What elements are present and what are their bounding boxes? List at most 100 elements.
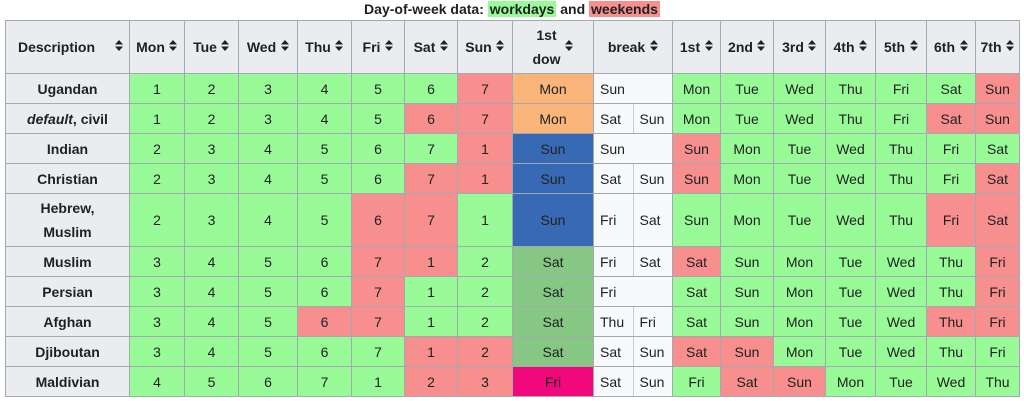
ordinal-day-cell: Wed bbox=[825, 193, 876, 247]
day-number-cell: 2 bbox=[404, 366, 458, 397]
column-header-label: Description bbox=[18, 39, 96, 55]
column-header-1[interactable]: Mon bbox=[129, 20, 185, 74]
sort-icon[interactable] bbox=[439, 40, 448, 54]
day-number-cell: 6 bbox=[351, 133, 405, 164]
first-dow-cell: Mon bbox=[512, 103, 594, 134]
column-header-0[interactable]: Description bbox=[5, 20, 130, 74]
column-header-15[interactable]: 6th bbox=[926, 20, 976, 74]
break-day: Sun bbox=[639, 343, 665, 360]
day-number-cell: 3 bbox=[238, 73, 298, 104]
sort-icon[interactable] bbox=[384, 40, 393, 54]
column-header-9[interactable]: break bbox=[593, 20, 673, 74]
sort-icon[interactable] bbox=[114, 40, 123, 54]
column-header-2[interactable]: Tue bbox=[184, 20, 239, 74]
sort-icon[interactable] bbox=[1006, 40, 1015, 54]
description-italic: default bbox=[27, 110, 73, 127]
ordinal-day-cell: Mon bbox=[773, 336, 826, 367]
table-row: Christian 2 3 4 5 6 7 1 Sun Sat Sun Sun Mon Tue Wed Thu… bbox=[5, 163, 1020, 194]
sort-icon[interactable] bbox=[859, 40, 868, 54]
ordinal-day-cell: Mon bbox=[720, 163, 774, 194]
ordinal-day-cell: Sun bbox=[773, 366, 826, 397]
row-description: Maldivian bbox=[5, 366, 130, 397]
ordinal-day-cell: Fri bbox=[875, 103, 927, 134]
sort-icon[interactable] bbox=[221, 40, 230, 54]
ordinal-day-cell: Tue bbox=[720, 103, 774, 134]
day-number-cell: 1 bbox=[457, 133, 513, 164]
day-number-cell: 4 bbox=[297, 73, 352, 104]
column-header-3[interactable]: Wed bbox=[238, 20, 298, 74]
column-header-12[interactable]: 3rd bbox=[773, 20, 826, 74]
column-header-5[interactable]: Fri bbox=[351, 20, 405, 74]
day-number-cell: 7 bbox=[351, 246, 405, 277]
sort-icon[interactable] bbox=[496, 40, 505, 54]
ordinal-day-cell: Sat bbox=[926, 73, 976, 104]
ordinal-day-cell: Sun bbox=[720, 246, 774, 277]
break-day: Fri bbox=[600, 253, 617, 270]
day-number-cell: 5 bbox=[184, 366, 239, 397]
break-divider bbox=[632, 337, 634, 366]
day-number-cell: 2 bbox=[184, 103, 239, 134]
break-day: Sat bbox=[639, 253, 661, 270]
row-description: Indian bbox=[5, 133, 130, 164]
ordinal-day-cell: Wed bbox=[926, 366, 976, 397]
day-number-cell: 2 bbox=[457, 246, 513, 277]
column-header-14[interactable]: 5th bbox=[875, 20, 927, 74]
ordinal-day-cell: Wed bbox=[825, 133, 876, 164]
ordinal-day-cell: Tue bbox=[875, 366, 927, 397]
day-number-cell: 3 bbox=[129, 276, 185, 307]
column-header-11[interactable]: 2nd bbox=[720, 20, 774, 74]
description-label: Hebrew, Muslim bbox=[40, 200, 95, 240]
column-header-4[interactable]: Thu bbox=[297, 20, 352, 74]
day-number-cell: 4 bbox=[129, 366, 185, 397]
break-day: Sat bbox=[639, 212, 661, 228]
first-dow-cell: Mon bbox=[512, 73, 594, 104]
ordinal-day-cell: Fri bbox=[875, 73, 927, 104]
ordinal-day-cell: Tue bbox=[825, 306, 876, 337]
first-dow-cell: Sun bbox=[512, 193, 594, 247]
column-header-8[interactable]: 1st dow bbox=[512, 20, 594, 74]
table-row: Afghan 3 4 5 6 7 1 2 Sat Thu Fri Sat Sun Mon Tue Wed Thu… bbox=[5, 306, 1020, 337]
break-day: Sun bbox=[600, 140, 625, 157]
column-header-label: Sat bbox=[413, 39, 436, 55]
ordinal-day-cell: Thu bbox=[875, 133, 927, 164]
break-day: Sat bbox=[600, 343, 622, 360]
column-header-13[interactable]: 4th bbox=[825, 20, 876, 74]
day-number-cell: 1 bbox=[129, 73, 185, 104]
day-number-cell: 4 bbox=[238, 193, 298, 247]
sort-icon[interactable] bbox=[335, 40, 344, 54]
day-number-cell: 6 bbox=[238, 366, 298, 397]
day-number-cell: 3 bbox=[184, 133, 239, 164]
break-divider bbox=[632, 194, 634, 246]
ordinal-day-cell: Tue bbox=[773, 193, 826, 247]
column-header-7[interactable]: Sun bbox=[457, 20, 513, 74]
sort-icon[interactable] bbox=[565, 40, 574, 54]
sort-icon[interactable] bbox=[757, 40, 766, 54]
ordinal-day-cell: Mon bbox=[773, 276, 826, 307]
column-header-label: Sun bbox=[465, 39, 492, 55]
column-header-6[interactable]: Sat bbox=[404, 20, 458, 74]
sort-icon[interactable] bbox=[280, 40, 289, 54]
column-header-16[interactable]: 7th bbox=[975, 20, 1020, 74]
table-row: Ugandan 1 2 3 4 5 6 7 Mon Sun Mon Tue Wed Thu Fri Sat Su… bbox=[5, 73, 1020, 104]
sort-icon[interactable] bbox=[704, 40, 713, 54]
column-header-10[interactable]: 1st bbox=[672, 20, 721, 74]
day-number-cell: 4 bbox=[297, 103, 352, 134]
day-number-cell: 1 bbox=[457, 163, 513, 194]
description-label: Muslim bbox=[43, 253, 92, 270]
sort-icon[interactable] bbox=[649, 40, 658, 54]
row-description: Djiboutan bbox=[5, 336, 130, 367]
day-number-cell: 3 bbox=[184, 193, 239, 247]
description-label: Djiboutan bbox=[35, 343, 100, 360]
sort-icon[interactable] bbox=[169, 40, 178, 54]
sort-icon[interactable] bbox=[808, 40, 817, 54]
ordinal-day-cell: Sat bbox=[975, 133, 1020, 164]
description-label: Persian bbox=[42, 283, 93, 300]
day-number-cell: 5 bbox=[238, 276, 298, 307]
sort-icon[interactable] bbox=[909, 40, 918, 54]
day-number-cell: 2 bbox=[129, 193, 185, 247]
break-cell: Sun bbox=[593, 73, 673, 104]
ordinal-day-cell: Wed bbox=[773, 73, 826, 104]
ordinal-day-cell: Fri bbox=[975, 306, 1020, 337]
sort-icon[interactable] bbox=[959, 40, 968, 54]
day-number-cell: 2 bbox=[129, 133, 185, 164]
